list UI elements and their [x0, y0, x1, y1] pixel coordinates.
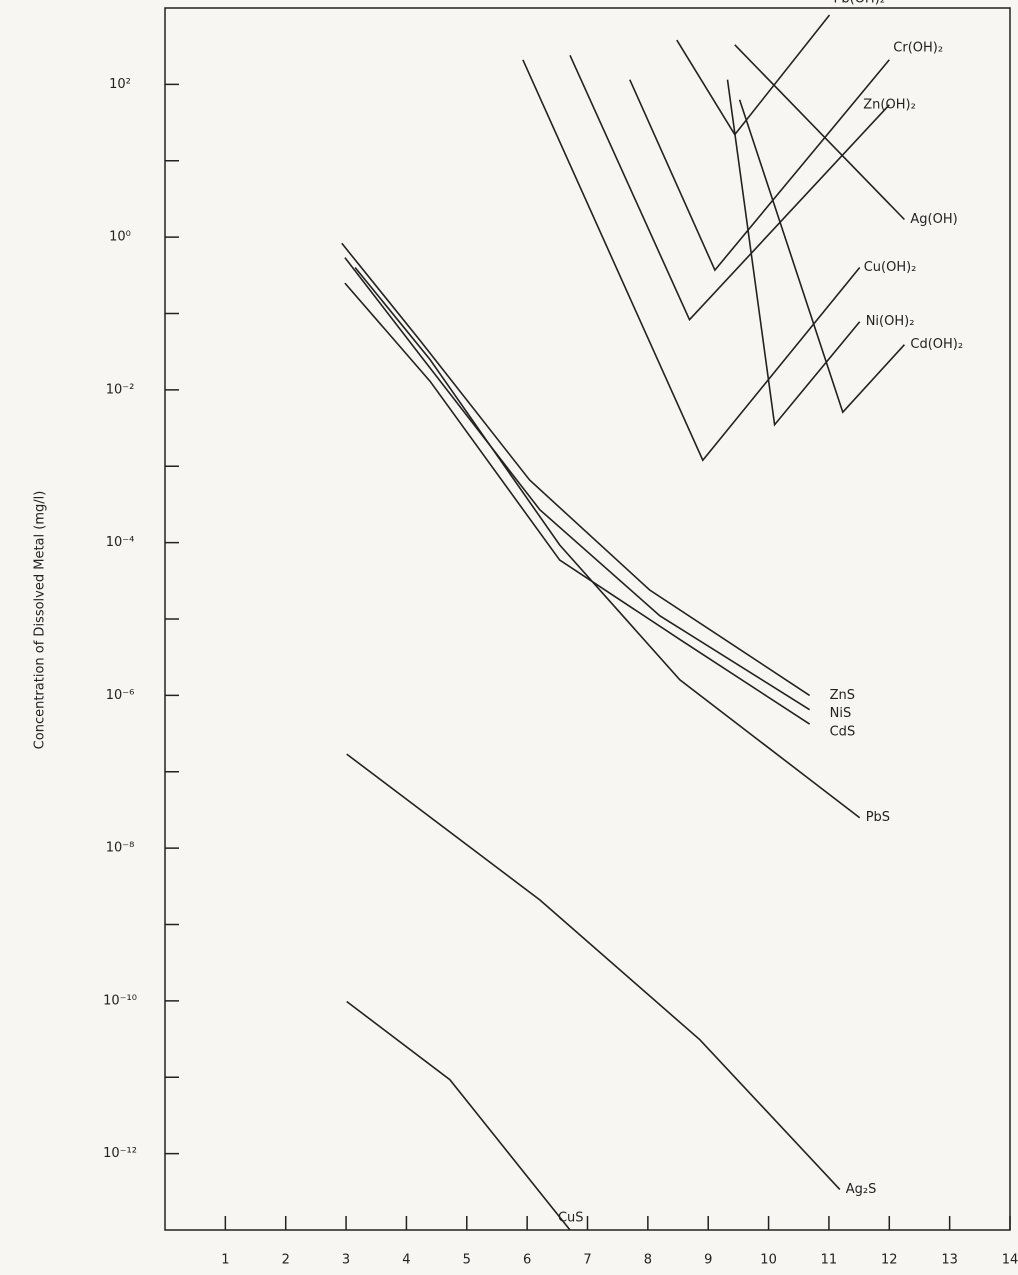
- series-line: [345, 258, 810, 710]
- series-label: ZnS: [830, 688, 855, 703]
- x-tick-label: 1: [221, 1253, 229, 1268]
- y-axis-label: Concentration of Dissolved Metal (mg/l): [33, 491, 48, 750]
- series-label: CuS: [558, 1211, 584, 1226]
- plot-frame: [165, 8, 1010, 1230]
- x-tick-label: 8: [644, 1253, 652, 1268]
- x-tick-label: 13: [941, 1253, 958, 1268]
- x-tick-label: 10: [760, 1253, 777, 1268]
- series-line: [728, 80, 860, 425]
- series-line: [735, 45, 905, 220]
- series-label: Cd(OH)₂: [910, 337, 963, 352]
- series-line: [342, 243, 810, 695]
- series-label: Ag₂S: [846, 1182, 877, 1197]
- y-tick-label: 10⁻²: [106, 382, 135, 397]
- series-label: NiS: [830, 706, 852, 721]
- series-line: [347, 1002, 570, 1231]
- y-tick-label: 10⁻⁶: [106, 688, 135, 703]
- y-tick-label: 10⁰: [109, 230, 131, 245]
- y-tick-label: 10⁻¹⁰: [103, 993, 137, 1008]
- x-tick-label: 14: [1002, 1253, 1018, 1268]
- series-label: PbS: [866, 810, 890, 825]
- x-tick-label: 12: [881, 1253, 898, 1268]
- series-line: [523, 60, 860, 460]
- x-tick-label: 11: [821, 1253, 838, 1268]
- x-tick-label: 3: [342, 1253, 350, 1268]
- series-label: Cu(OH)₂: [864, 260, 917, 275]
- x-tick-label: 6: [523, 1253, 531, 1268]
- y-tick-label: 10⁻⁴: [106, 535, 135, 550]
- chart: Concentration of Dissolved Metal (mg/l) …: [0, 0, 1018, 1275]
- y-tick-label: 10⁻¹²: [103, 1146, 137, 1161]
- series-line: [740, 100, 905, 413]
- series-label: Ni(OH)₂: [866, 314, 915, 329]
- series-label: Cr(OH)₂: [893, 40, 943, 55]
- x-tick-label: 2: [282, 1253, 290, 1268]
- series-line: [677, 15, 830, 135]
- series-label: CdS: [830, 725, 856, 740]
- series-label: Ag(OH): [910, 212, 957, 227]
- series-line: [347, 754, 840, 1189]
- series-label: Pb(OH)₂: [834, 0, 885, 6]
- x-tick-label: 9: [704, 1253, 712, 1268]
- x-tick-label: 4: [402, 1253, 410, 1268]
- y-tick-label: 10⁻⁸: [106, 841, 135, 856]
- series-label: Zn(OH)₂: [863, 97, 916, 112]
- x-tick-label: 5: [463, 1253, 471, 1268]
- y-tick-label: 10²: [109, 77, 131, 92]
- x-tick-label: 7: [583, 1253, 591, 1268]
- series-line: [355, 268, 860, 818]
